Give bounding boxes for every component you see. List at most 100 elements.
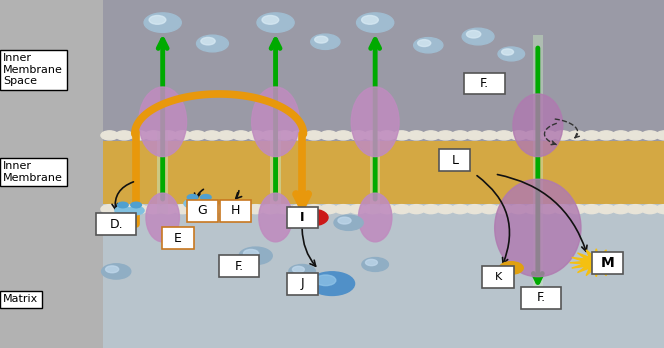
Text: L: L	[452, 153, 458, 167]
Circle shape	[116, 131, 133, 140]
Circle shape	[378, 131, 396, 140]
Circle shape	[338, 217, 351, 224]
Circle shape	[452, 131, 469, 140]
Circle shape	[539, 131, 556, 140]
FancyBboxPatch shape	[533, 35, 543, 306]
Circle shape	[418, 40, 431, 47]
Text: F.: F.	[537, 291, 546, 304]
Circle shape	[174, 205, 191, 214]
Circle shape	[554, 205, 571, 214]
Text: F.: F.	[480, 77, 489, 90]
Circle shape	[101, 205, 118, 214]
FancyBboxPatch shape	[187, 200, 218, 222]
Circle shape	[262, 16, 279, 24]
Circle shape	[257, 13, 294, 32]
Circle shape	[291, 205, 308, 214]
Circle shape	[218, 205, 235, 214]
Circle shape	[101, 131, 118, 140]
Circle shape	[568, 131, 586, 140]
Circle shape	[452, 205, 469, 214]
Circle shape	[598, 131, 615, 140]
Ellipse shape	[351, 87, 399, 157]
Circle shape	[189, 131, 206, 140]
Circle shape	[315, 275, 336, 286]
Circle shape	[335, 131, 352, 140]
Circle shape	[145, 131, 162, 140]
Circle shape	[305, 131, 323, 140]
Circle shape	[131, 202, 141, 208]
Text: J: J	[300, 277, 304, 290]
Circle shape	[144, 13, 181, 32]
Circle shape	[145, 205, 162, 214]
FancyBboxPatch shape	[270, 130, 281, 214]
Circle shape	[437, 131, 454, 140]
Circle shape	[481, 205, 498, 214]
Circle shape	[203, 205, 220, 214]
FancyBboxPatch shape	[0, 0, 103, 348]
Circle shape	[583, 131, 600, 140]
FancyBboxPatch shape	[440, 149, 471, 171]
Circle shape	[128, 206, 144, 215]
Ellipse shape	[252, 87, 299, 157]
Circle shape	[315, 36, 328, 43]
Circle shape	[466, 30, 481, 38]
Ellipse shape	[146, 193, 179, 242]
FancyBboxPatch shape	[592, 252, 623, 274]
Circle shape	[422, 205, 440, 214]
FancyBboxPatch shape	[482, 266, 514, 287]
Circle shape	[118, 202, 128, 208]
Circle shape	[393, 131, 410, 140]
Ellipse shape	[359, 193, 392, 242]
Circle shape	[102, 264, 131, 279]
Circle shape	[159, 131, 177, 140]
Text: F.: F.	[234, 260, 244, 273]
Circle shape	[627, 131, 644, 140]
Circle shape	[189, 205, 206, 214]
Circle shape	[320, 131, 337, 140]
Text: E: E	[174, 232, 182, 245]
Circle shape	[481, 131, 498, 140]
Circle shape	[499, 262, 523, 274]
Circle shape	[187, 195, 198, 200]
Text: M: M	[601, 256, 614, 270]
Circle shape	[422, 131, 440, 140]
Circle shape	[201, 37, 215, 45]
Text: G: G	[198, 204, 207, 217]
Text: Matrix: Matrix	[3, 294, 39, 304]
Circle shape	[335, 205, 352, 214]
Circle shape	[115, 206, 131, 215]
FancyBboxPatch shape	[370, 130, 380, 214]
Circle shape	[311, 34, 340, 49]
FancyBboxPatch shape	[157, 130, 168, 214]
FancyBboxPatch shape	[96, 214, 137, 236]
Circle shape	[320, 205, 337, 214]
Circle shape	[276, 205, 293, 214]
Circle shape	[262, 131, 279, 140]
Circle shape	[349, 131, 367, 140]
Circle shape	[232, 131, 250, 140]
Text: I: I	[300, 211, 304, 224]
Circle shape	[498, 47, 525, 61]
Circle shape	[612, 205, 629, 214]
Circle shape	[462, 28, 494, 45]
Circle shape	[583, 205, 600, 214]
Ellipse shape	[495, 179, 581, 277]
Circle shape	[232, 205, 250, 214]
FancyBboxPatch shape	[521, 287, 562, 309]
Circle shape	[357, 13, 394, 32]
Circle shape	[641, 131, 659, 140]
FancyBboxPatch shape	[103, 141, 664, 204]
Ellipse shape	[513, 94, 563, 157]
FancyBboxPatch shape	[103, 0, 664, 141]
Circle shape	[292, 266, 304, 272]
Circle shape	[364, 131, 381, 140]
Circle shape	[334, 215, 363, 230]
Circle shape	[130, 131, 147, 140]
Circle shape	[159, 205, 177, 214]
Circle shape	[466, 205, 483, 214]
FancyBboxPatch shape	[220, 200, 251, 222]
Circle shape	[197, 199, 214, 208]
Circle shape	[289, 264, 315, 278]
Circle shape	[362, 258, 388, 271]
Circle shape	[656, 131, 664, 140]
